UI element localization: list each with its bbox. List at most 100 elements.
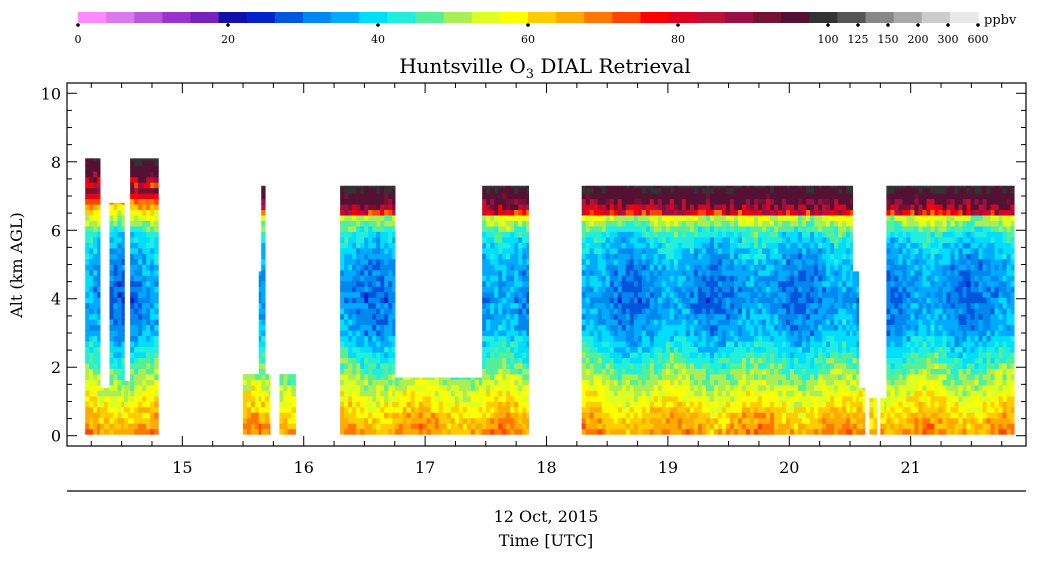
ozone-cell <box>697 247 703 254</box>
ozone-cell <box>142 390 147 397</box>
ozone-cell <box>348 329 353 337</box>
ozone-cell <box>372 351 377 359</box>
ozone-cell <box>589 275 595 282</box>
ozone-cell <box>617 302 623 309</box>
ozone-cell <box>261 209 266 216</box>
ozone-cell <box>498 192 503 200</box>
ozone-cell <box>717 286 723 293</box>
ozone-cell <box>786 214 791 222</box>
ozone-cell <box>701 428 707 435</box>
ozone-cell <box>653 302 659 309</box>
ozone-cell <box>765 297 771 304</box>
ozone-cell <box>617 209 623 216</box>
ozone-cell <box>348 286 353 293</box>
ozone-cell <box>510 269 515 276</box>
ozone-cell <box>117 209 123 216</box>
ozone-cell <box>597 346 603 353</box>
ozone-cell <box>701 187 707 194</box>
ozone-cell <box>693 236 699 243</box>
ozone-cell <box>721 258 727 265</box>
ozone-cell <box>773 307 779 315</box>
ozone-cell <box>490 198 495 205</box>
ozone-cell <box>450 423 456 430</box>
ozone-cell <box>669 258 675 265</box>
ozone-profile-segment <box>340 185 396 435</box>
ozone-cell <box>146 335 151 342</box>
ozone-cell <box>150 335 155 342</box>
ozone-cell <box>625 203 631 211</box>
ozone-cell <box>89 286 94 293</box>
ozone-cell <box>725 286 731 293</box>
ozone-cell <box>372 269 377 276</box>
ozone-cell <box>376 324 381 331</box>
ozone-cell <box>629 264 635 271</box>
ozone-cell <box>745 373 751 380</box>
ozone-cell <box>625 236 631 243</box>
ozone-cell <box>593 390 599 397</box>
ozone-cell <box>150 203 155 211</box>
ozone-cell <box>340 406 345 413</box>
ozone-cell <box>613 286 619 293</box>
ozone-cell <box>645 269 651 276</box>
ozone-cell <box>705 329 711 337</box>
ozone-cell <box>85 247 90 254</box>
ozone-cell <box>490 253 495 260</box>
ozone-cell <box>522 318 527 326</box>
ozone-cell <box>589 357 595 364</box>
ozone-cell <box>685 406 691 413</box>
ozone-cell <box>637 395 643 402</box>
ozone-cell <box>585 307 591 315</box>
ozone-cell <box>693 209 699 216</box>
ozone-cell <box>368 291 373 298</box>
ozone-cell <box>518 395 523 402</box>
ozone-cell <box>85 176 90 183</box>
colorbar-swatch <box>415 12 445 23</box>
ozone-cell <box>621 247 627 254</box>
ozone-cell <box>146 329 151 337</box>
ozone-cell <box>725 357 731 364</box>
ozone-cell <box>526 313 529 320</box>
ozone-cell <box>593 412 599 419</box>
ozone-cell <box>701 291 707 298</box>
ozone-cell <box>677 395 683 402</box>
ozone-cell <box>482 423 487 430</box>
ozone-cell <box>701 313 707 320</box>
ozone-cell <box>605 401 611 408</box>
ozone-cell <box>798 291 803 298</box>
ozone-cell <box>287 412 293 419</box>
ozone-cell <box>261 258 266 265</box>
ozone-cell <box>677 351 683 359</box>
ozone-cell <box>625 313 631 320</box>
ozone-cell <box>689 253 695 260</box>
ozone-cell <box>348 297 353 304</box>
ozone-cell <box>701 423 707 430</box>
ozone-cell <box>721 395 727 402</box>
ozone-cell <box>130 220 135 227</box>
ozone-cell <box>352 185 357 189</box>
ozone-cell <box>749 242 755 249</box>
ozone-cell <box>352 225 357 232</box>
ozone-cell <box>514 280 519 287</box>
ozone-cell <box>109 373 115 380</box>
ozone-cell <box>609 340 615 348</box>
ozone-cell <box>121 220 125 227</box>
ozone-cell <box>142 269 147 276</box>
ozone-cell <box>701 401 707 408</box>
ozone-cell <box>438 428 444 435</box>
ozone-cell <box>629 231 635 238</box>
ozone-cell <box>665 225 671 232</box>
ozone-cell <box>388 423 393 430</box>
ozone-cell <box>685 318 691 326</box>
ozone-cell <box>154 373 159 380</box>
ozone-cell <box>402 384 408 391</box>
ozone-cell <box>268 423 271 430</box>
ozone-cell <box>494 335 499 342</box>
ozone-cell <box>729 357 735 364</box>
ozone-cell <box>689 401 695 408</box>
ozone-cell <box>581 220 587 227</box>
ozone-cell <box>392 428 396 435</box>
ozone-cell <box>490 231 495 238</box>
ozone-cell <box>117 346 123 353</box>
ozone-cell <box>753 428 759 435</box>
ozone-cell <box>85 203 90 211</box>
